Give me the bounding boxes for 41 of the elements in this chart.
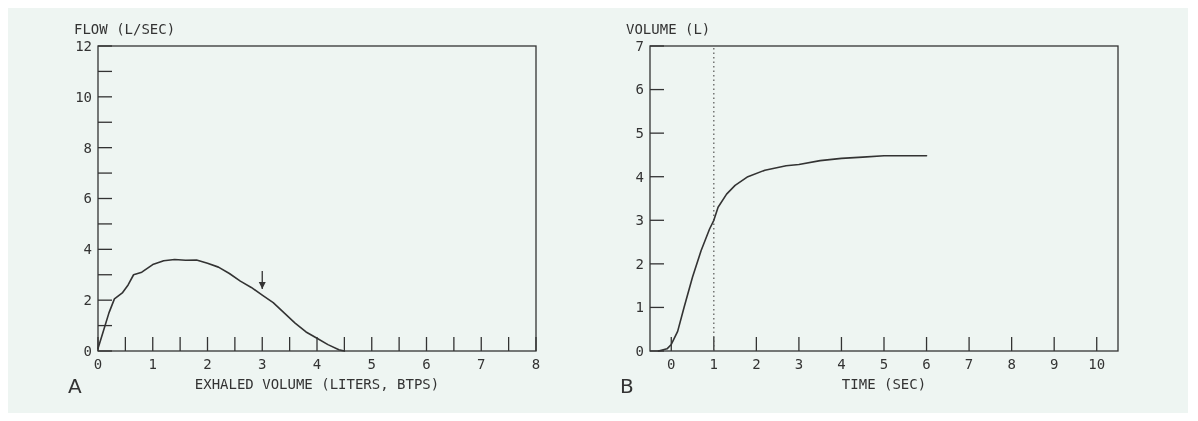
x-tick-label: 2 xyxy=(203,356,212,372)
x-tick-label: 2 xyxy=(752,356,761,372)
x-tick-label: 6 xyxy=(422,356,431,372)
y-axis-title: FLOW (L/SEC) xyxy=(74,21,176,37)
x-axis-title: TIME (SEC) xyxy=(841,376,927,392)
x-tick-label: 4 xyxy=(837,356,846,372)
y-tick-label: 2 xyxy=(83,292,92,309)
x-tick-label: 5 xyxy=(879,356,889,372)
text: A xyxy=(68,374,82,398)
x-tick-label: 3 xyxy=(258,356,267,372)
y-tick-label: 10 xyxy=(75,88,92,105)
x-tick-label: 8 xyxy=(531,356,541,372)
y-axis-title: VOLUME (L) xyxy=(626,21,711,37)
x-tick-label: 8 xyxy=(1007,356,1016,372)
y-tick-label: 7 xyxy=(635,37,644,54)
text: B xyxy=(620,374,634,398)
x-axis-title: EXHALED VOLUME (LITERS, BTPS) xyxy=(194,376,440,392)
y-tick-label: 2 xyxy=(635,255,644,272)
x-tick-label: 7 xyxy=(477,356,486,372)
x-tick-label: 3 xyxy=(794,356,804,372)
y-tick-label: 6 xyxy=(635,81,644,98)
x-tick-label: 7 xyxy=(964,356,974,372)
x-tick-label: 9 xyxy=(1049,356,1059,372)
y-tick-label: 1 xyxy=(635,299,644,316)
x-tick-label: 10 xyxy=(1088,356,1106,372)
y-tick-label: 0 xyxy=(83,342,92,359)
x-tick-label: 6 xyxy=(922,356,931,372)
y-tick-label: 5 xyxy=(635,125,644,142)
y-tick-label: 4 xyxy=(83,241,92,258)
y-tick-label: 4 xyxy=(635,168,644,185)
y-tick-label: 6 xyxy=(83,190,92,207)
y-tick-label: 12 xyxy=(75,37,92,54)
x-tick-label: 4 xyxy=(312,356,322,372)
x-tick-label: 5 xyxy=(367,356,376,372)
x-tick-label: 1 xyxy=(148,356,157,372)
x-tick-label: 1 xyxy=(709,356,719,372)
x-tick-label: 0 xyxy=(93,356,103,372)
y-tick-label: 3 xyxy=(635,212,644,229)
x-tick-label: 0 xyxy=(667,356,676,372)
y-tick-label: 0 xyxy=(635,342,644,359)
y-tick-label: 8 xyxy=(83,139,92,156)
